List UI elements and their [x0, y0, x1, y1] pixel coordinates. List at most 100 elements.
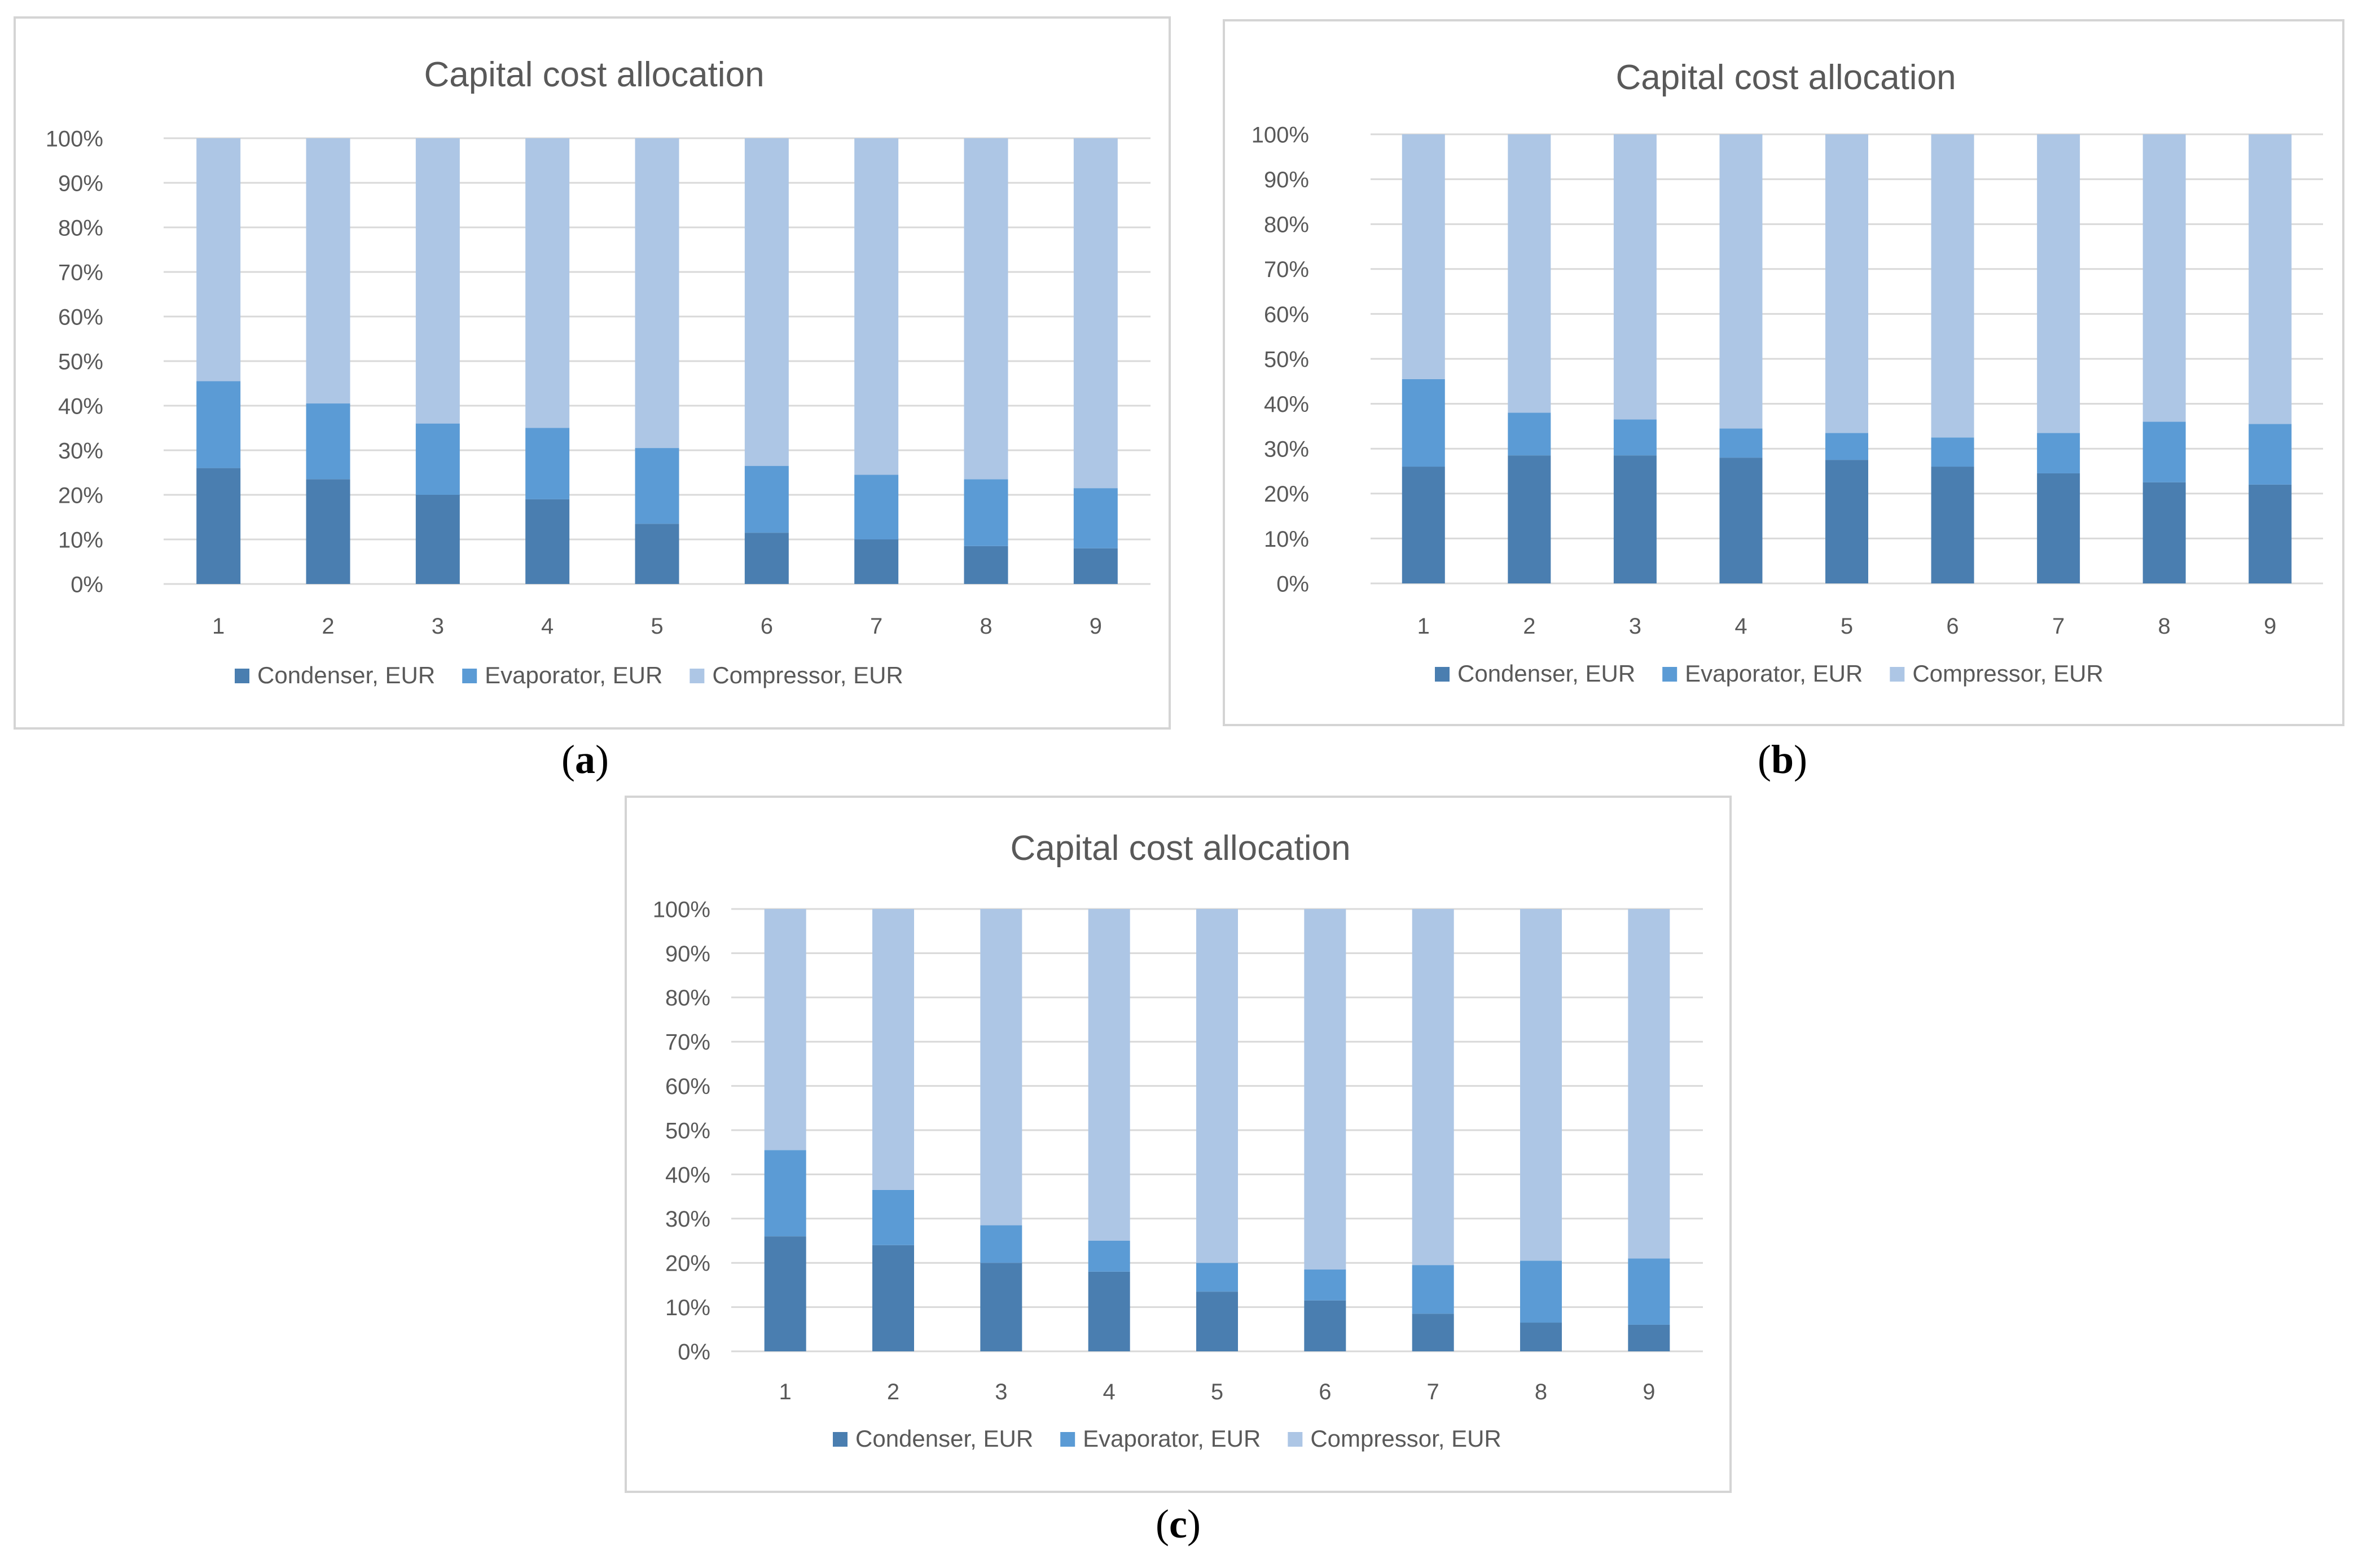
y-tick-label: 100%: [46, 126, 103, 151]
bar-segment: [306, 138, 350, 404]
bar-segment: [1719, 428, 1763, 458]
bar-segment: [1402, 467, 1445, 583]
x-tick-label: 8: [980, 614, 992, 639]
x-tick-label: 9: [2264, 614, 2276, 639]
bar-segment: [2249, 484, 2292, 583]
legend-swatch: [462, 669, 477, 683]
bar-segment: [635, 448, 679, 524]
x-tick-label: 5: [1211, 1380, 1223, 1404]
bar-segment: [964, 546, 1008, 584]
y-tick-label: 20%: [58, 483, 103, 508]
bar-segment: [2249, 424, 2292, 485]
x-tick-label: 1: [1417, 614, 1430, 639]
bar-segment: [744, 533, 789, 584]
bar-segment: [872, 909, 914, 1190]
y-tick-label: 30%: [58, 438, 103, 463]
legend-swatch: [1060, 1432, 1075, 1447]
panel-label-b: (b): [1757, 737, 1808, 782]
x-tick-label: 9: [1643, 1380, 1655, 1404]
bar-segment: [1825, 460, 1868, 583]
bar-segment: [306, 479, 350, 584]
y-tick-label: 0%: [678, 1339, 710, 1364]
y-tick-label: 80%: [58, 216, 103, 240]
y-tick-label: 100%: [1252, 122, 1309, 147]
y-tick-label: 70%: [58, 260, 103, 285]
bar-segment: [854, 539, 899, 584]
bar-segment: [415, 138, 460, 424]
bar-segment: [854, 138, 899, 475]
bar-segment: [1304, 1269, 1346, 1301]
y-tick-label: 0%: [1276, 572, 1309, 596]
bar-segment: [980, 909, 1022, 1226]
chart-a-svg: Capital cost allocation 0% 10% 20% 30% 40% 50%…: [46, 55, 1151, 688]
bar-segment: [2142, 134, 2186, 422]
bar-segment: [1508, 134, 1551, 413]
chart-title: Capital cost allocation: [1010, 829, 1350, 868]
bar-segment: [1196, 1263, 1238, 1292]
y-tick-label: 10%: [665, 1295, 710, 1320]
bar-segment: [196, 381, 241, 468]
bar-segment: [1613, 419, 1657, 456]
bar-segment: [415, 495, 460, 584]
bar-segment: [1196, 909, 1238, 1263]
y-tick-label: 70%: [665, 1030, 710, 1055]
x-tick-label: 9: [1090, 614, 1102, 639]
bar-segment: [764, 1150, 806, 1237]
bar-segment: [1628, 1324, 1670, 1351]
x-tick-label: 1: [212, 614, 225, 639]
bar-segment: [1628, 909, 1670, 1259]
y-tick-label: 70%: [1264, 257, 1309, 282]
bar-segment: [1719, 134, 1763, 429]
y-tick-label: 10%: [1264, 527, 1309, 552]
x-tick-label: 5: [651, 614, 663, 639]
x-tick-label: 2: [887, 1380, 899, 1404]
legend-swatch: [1435, 667, 1450, 682]
y-tick-label: 0%: [71, 572, 103, 597]
bar-segment: [964, 479, 1008, 546]
bar-segment: [1402, 379, 1445, 467]
x-tick-label: 3: [432, 614, 444, 639]
y-tick-label: 90%: [1264, 168, 1309, 192]
bar-segment: [1508, 412, 1551, 456]
y-tick-label: 100%: [653, 897, 710, 922]
panel-label-c: (c): [1156, 1501, 1201, 1547]
bar-segment: [1520, 1260, 1562, 1323]
bar-segment: [1520, 909, 1562, 1261]
y-tick-label: 40%: [58, 394, 103, 419]
bar-segment: [744, 138, 789, 466]
y-tick-label: 20%: [665, 1251, 710, 1276]
x-tick-label: 4: [541, 614, 554, 639]
bar-segment: [1931, 437, 1974, 467]
y-tick-label: 50%: [665, 1118, 710, 1143]
y-tick-label: 60%: [58, 305, 103, 330]
bar-segment: [635, 524, 679, 584]
bar-segment: [872, 1189, 914, 1245]
y-tick-label: 90%: [58, 171, 103, 196]
chart-title: Capital cost allocation: [424, 55, 764, 94]
chart-c-svg: Capital cost allocation 0% 10% 20% 30% 40% 50%…: [653, 829, 1703, 1452]
bar-segment: [1088, 909, 1130, 1241]
bar-segment: [415, 423, 460, 495]
y-tick-label: 80%: [1264, 213, 1309, 238]
bar-segment: [196, 468, 241, 584]
chart-b-svg: Capital cost allocation 0% 10% 20% 30% 40% 50%…: [1252, 58, 2323, 687]
bar-segment: [196, 138, 241, 381]
bar-segment: [1088, 1271, 1130, 1351]
y-tick-label: 80%: [665, 986, 710, 1011]
bar-segment: [764, 909, 806, 1150]
legend-label: Evaporator, EUR: [1685, 660, 1863, 687]
bar-segment: [2249, 134, 2292, 424]
bar-segment: [525, 428, 570, 499]
bar-segment: [1628, 1258, 1670, 1325]
y-tick-label: 50%: [1264, 347, 1309, 372]
bar-segment: [854, 475, 899, 539]
bar-segment: [1196, 1292, 1238, 1351]
bar-segment: [872, 1245, 914, 1351]
bar-segment: [1304, 909, 1346, 1270]
legend-swatch: [235, 669, 249, 683]
bar-segment: [1825, 134, 1868, 433]
x-tick-label: 7: [870, 614, 882, 639]
bar-segment: [306, 403, 350, 480]
bar-segment: [1412, 1314, 1454, 1351]
bar-segment: [525, 138, 570, 428]
